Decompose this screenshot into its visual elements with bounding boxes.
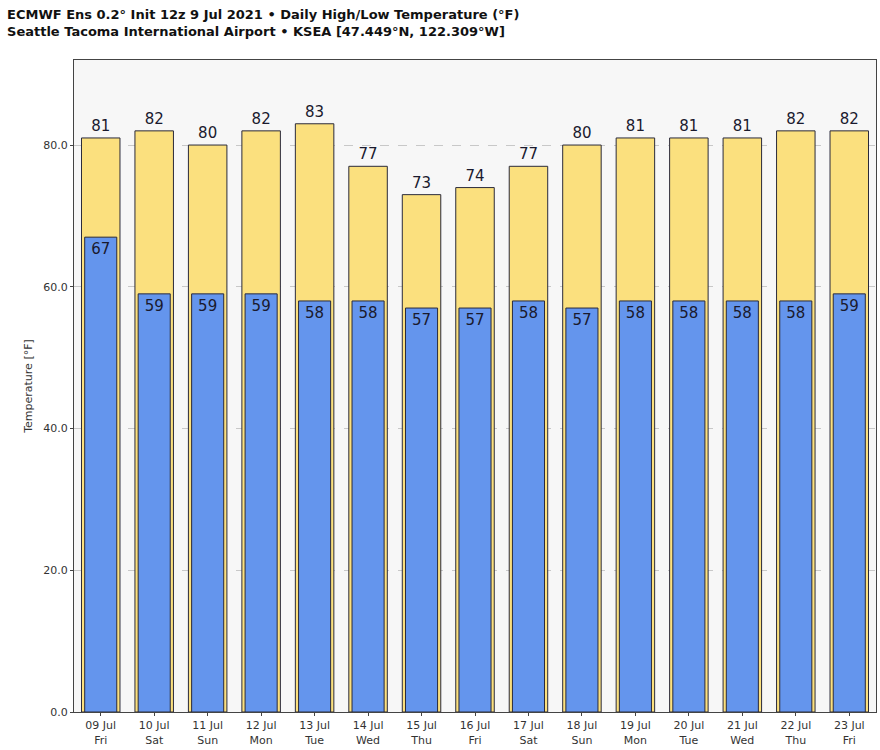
svg-text:19 JulMon: 19 JulMon [620, 719, 651, 746]
svg-text:74: 74 [465, 167, 484, 185]
svg-text:77: 77 [519, 145, 538, 163]
svg-text:57: 57 [465, 311, 484, 329]
svg-text:59: 59 [198, 297, 217, 315]
svg-text:20 JulTue: 20 JulTue [673, 719, 704, 746]
svg-text:82: 82 [252, 110, 271, 128]
svg-text:73: 73 [412, 174, 431, 192]
svg-text:17 JulSat: 17 JulSat [513, 719, 544, 746]
svg-text:58: 58 [786, 304, 805, 322]
svg-text:80: 80 [572, 124, 591, 142]
svg-text:81: 81 [733, 117, 752, 135]
svg-text:81: 81 [626, 117, 645, 135]
svg-text:10 JulSat: 10 JulSat [139, 719, 170, 746]
svg-text:81: 81 [679, 117, 698, 135]
svg-text:0.0: 0.0 [50, 706, 68, 719]
svg-text:57: 57 [412, 311, 431, 329]
svg-text:82: 82 [840, 110, 859, 128]
svg-text:21 JulWed: 21 JulWed [727, 719, 758, 746]
svg-text:ECMWF Ens 0.2° Init 12z 9 Jul: ECMWF Ens 0.2° Init 12z 9 Jul 2021 • Dai… [7, 7, 519, 39]
svg-text:11 JulSun: 11 JulSun [192, 719, 223, 746]
svg-text:58: 58 [626, 304, 645, 322]
svg-text:83: 83 [305, 103, 324, 121]
svg-text:60.0: 60.0 [43, 281, 68, 294]
svg-text:58: 58 [305, 304, 324, 322]
svg-text:20.0: 20.0 [43, 564, 68, 577]
svg-text:09 JulFri: 09 JulFri [85, 719, 116, 746]
svg-text:Temperature [°F]: Temperature [°F] [22, 339, 35, 434]
svg-text:13 JulTue: 13 JulTue [299, 719, 330, 746]
svg-text:81: 81 [91, 117, 110, 135]
svg-text:59: 59 [145, 297, 164, 315]
svg-text:16 JulFri: 16 JulFri [460, 719, 491, 746]
svg-text:22 JulThu: 22 JulThu [780, 719, 811, 746]
svg-text:58: 58 [359, 304, 378, 322]
svg-text:82: 82 [786, 110, 805, 128]
svg-text:40.0: 40.0 [43, 422, 68, 435]
svg-text:12 JulMon: 12 JulMon [246, 719, 277, 746]
svg-text:18 JulSun: 18 JulSun [567, 719, 598, 746]
svg-text:77: 77 [359, 145, 378, 163]
svg-text:58: 58 [519, 304, 538, 322]
svg-text:14 JulWed: 14 JulWed [353, 719, 384, 746]
svg-text:58: 58 [733, 304, 752, 322]
svg-text:80: 80 [198, 124, 217, 142]
svg-text:59: 59 [840, 297, 859, 315]
svg-text:82: 82 [145, 110, 164, 128]
svg-text:15 JulThu: 15 JulThu [406, 719, 437, 746]
svg-text:59: 59 [252, 297, 271, 315]
svg-text:57: 57 [572, 311, 591, 329]
svg-text:58: 58 [679, 304, 698, 322]
svg-text:67: 67 [91, 240, 110, 258]
svg-text:80.0: 80.0 [43, 139, 68, 152]
svg-text:23 JulFri: 23 JulFri [834, 719, 865, 746]
